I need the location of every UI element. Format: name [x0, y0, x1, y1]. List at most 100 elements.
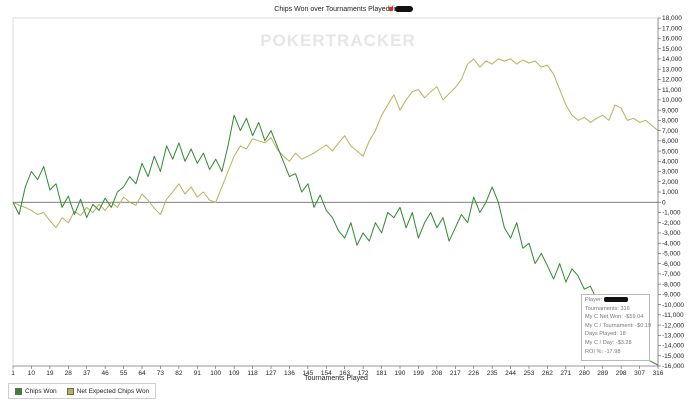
x-tick-label: 64 — [138, 370, 146, 377]
x-tick-label: 181 — [376, 370, 387, 377]
legend-swatch-chips-won — [15, 387, 22, 395]
x-tick-label: 100 — [210, 370, 221, 377]
x-tick-label: 316 — [653, 370, 664, 377]
x-tick-label: 145 — [302, 370, 313, 377]
y-tick-label: -3,000 — [662, 230, 681, 237]
y-tick-label: 7,000 — [662, 128, 679, 135]
x-tick-label: 190 — [395, 370, 406, 377]
y-tick-label: -14,000 — [662, 343, 684, 350]
x-axis-label: Tournaments Played — [304, 375, 368, 382]
stats-days-played: Days Played: 18 — [585, 331, 626, 338]
x-tick-label: 154 — [321, 370, 332, 377]
x-tick-label: 289 — [597, 370, 608, 377]
x-tick-label: 37 — [83, 370, 91, 377]
y-tick-label: 2,000 — [662, 179, 679, 186]
y-tick-label: 15,000 — [662, 46, 682, 53]
title-redacted-player — [388, 6, 413, 12]
legend-label: Net Expected Chips Won — [76, 387, 150, 395]
x-tick-label: 28 — [65, 370, 73, 377]
y-tick-label: -10,000 — [662, 302, 684, 309]
legend-swatch-net-expected — [66, 387, 74, 395]
player-flag-icon — [388, 6, 394, 12]
y-tick-label: 9,000 — [662, 107, 679, 114]
legend-item-net-expected[interactable]: Net Expected Chips Won — [66, 387, 150, 395]
x-tick-label: 262 — [542, 370, 553, 377]
y-tick-label: 13,000 — [662, 66, 682, 73]
stats-net-won: My C Net Won: -$59.04 — [585, 314, 644, 321]
y-tick-label: 16,000 — [662, 36, 682, 43]
y-tick-label: 10,000 — [662, 97, 682, 104]
plot-frame — [12, 17, 659, 367]
x-tick-label: 163 — [339, 370, 350, 377]
x-tick-label: 73 — [157, 370, 165, 377]
stats-player: Player: — [585, 296, 646, 305]
x-tick-label: 226 — [468, 370, 479, 377]
stats-tooltip: Player: Tournaments: 316 My C Net Won: -… — [581, 294, 652, 361]
x-tick-label: 127 — [266, 370, 277, 377]
y-tick-label: -9,000 — [662, 292, 681, 299]
y-tick-label: -8,000 — [662, 281, 681, 288]
legend-label: Chips Won — [25, 387, 57, 395]
stats-per-tournament: My C / Tournament: -$0.19 — [585, 322, 652, 329]
y-tick-label: -6,000 — [662, 261, 681, 268]
legend: Chips Won Net Expected Chips Won — [8, 383, 157, 399]
x-tick-label: 199 — [413, 370, 424, 377]
stats-tournaments: Tournaments: 316 — [585, 305, 630, 312]
y-tick-label: -4,000 — [662, 240, 681, 247]
series-line-chips-won — [12, 114, 659, 366]
y-tick-label: 17,000 — [662, 25, 682, 32]
y-tick-label: -2,000 — [662, 220, 681, 227]
x-tick-label: 55 — [120, 370, 128, 377]
y-tick-label: 11,000 — [662, 87, 682, 94]
x-tick-label: 82 — [175, 370, 183, 377]
y-tick-label: -16,000 — [662, 363, 684, 370]
y-tick-label: 6,000 — [662, 138, 679, 145]
x-tick-label: 136 — [284, 370, 295, 377]
x-axis: 1 10 19 28 37 46 55 64 73 82 91 100 109 118 127 136 145 1… — [11, 365, 664, 377]
y-tick-label: -1,000 — [662, 210, 681, 217]
chart-title: Chips Won over Tournaments Played for — [274, 6, 400, 13]
y-tick-label: -7,000 — [662, 271, 681, 278]
x-tick-label: 271 — [560, 370, 571, 377]
legend-item-chips-won[interactable]: Chips Won — [15, 387, 57, 395]
x-tick-label: 280 — [579, 370, 590, 377]
plot-area — [12, 17, 659, 367]
redacted-name — [395, 6, 413, 12]
x-tick-label: 109 — [229, 370, 240, 377]
x-tick-label: 298 — [616, 370, 627, 377]
x-tick-label: 307 — [634, 370, 645, 377]
y-tick-label: -5,000 — [662, 251, 681, 258]
x-tick-label: 19 — [46, 370, 54, 377]
x-tick-label: 208 — [431, 370, 442, 377]
x-tick-label: 235 — [487, 370, 498, 377]
stats-roi: ROI %: -17.98 — [585, 348, 621, 355]
x-tick-label: 253 — [524, 370, 535, 377]
x-tick-label: 244 — [505, 370, 516, 377]
y-tick-label: 5,000 — [662, 148, 679, 155]
y-tick-label: 18,000 — [662, 15, 682, 22]
y-tick-label: -15,000 — [662, 353, 684, 360]
x-tick-label: 1 — [11, 370, 15, 377]
series-line-net-expected-chips-won — [12, 58, 659, 229]
x-tick-label: 118 — [247, 370, 258, 377]
x-tick-label: 217 — [450, 370, 461, 377]
y-axis: 18,000 17,000 16,000 15,000 14,000 13,000 12,0… — [657, 15, 684, 370]
y-tick-label: 4,000 — [662, 158, 679, 165]
x-tick-label: 91 — [194, 370, 202, 377]
y-tick-label: -13,000 — [662, 332, 684, 339]
x-tick-label: 172 — [358, 370, 369, 377]
y-tick-label: -12,000 — [662, 322, 684, 329]
watermark: POKERTRACKER — [260, 31, 416, 50]
y-tick-label: -11,000 — [662, 312, 684, 319]
x-tick-label: 46 — [102, 370, 110, 377]
y-tick-label: 0 — [662, 199, 666, 206]
y-tick-label: 3,000 — [662, 169, 679, 176]
y-tick-label: 14,000 — [662, 56, 682, 63]
redacted-player-name — [604, 297, 629, 303]
stats-per-day: My C / Day: -$3.28 — [585, 339, 632, 346]
y-tick-label: 1,000 — [662, 189, 679, 196]
y-tick-label: 8,000 — [662, 118, 679, 125]
y-tick-label: 12,000 — [662, 77, 682, 84]
